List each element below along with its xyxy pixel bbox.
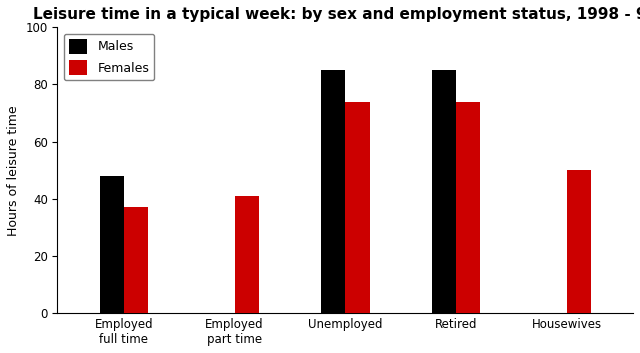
Y-axis label: Hours of leisure time: Hours of leisure time <box>7 105 20 235</box>
Bar <box>235 196 259 313</box>
Legend: Males, Females: Males, Females <box>64 34 154 80</box>
Bar <box>456 102 480 313</box>
Bar <box>124 208 148 313</box>
Bar <box>100 176 124 313</box>
Bar <box>431 70 456 313</box>
Bar <box>345 102 370 313</box>
Bar <box>321 70 345 313</box>
Bar <box>566 170 591 313</box>
Title: Leisure time in a typical week: by sex and employment status, 1998 - 99: Leisure time in a typical week: by sex a… <box>33 7 640 22</box>
